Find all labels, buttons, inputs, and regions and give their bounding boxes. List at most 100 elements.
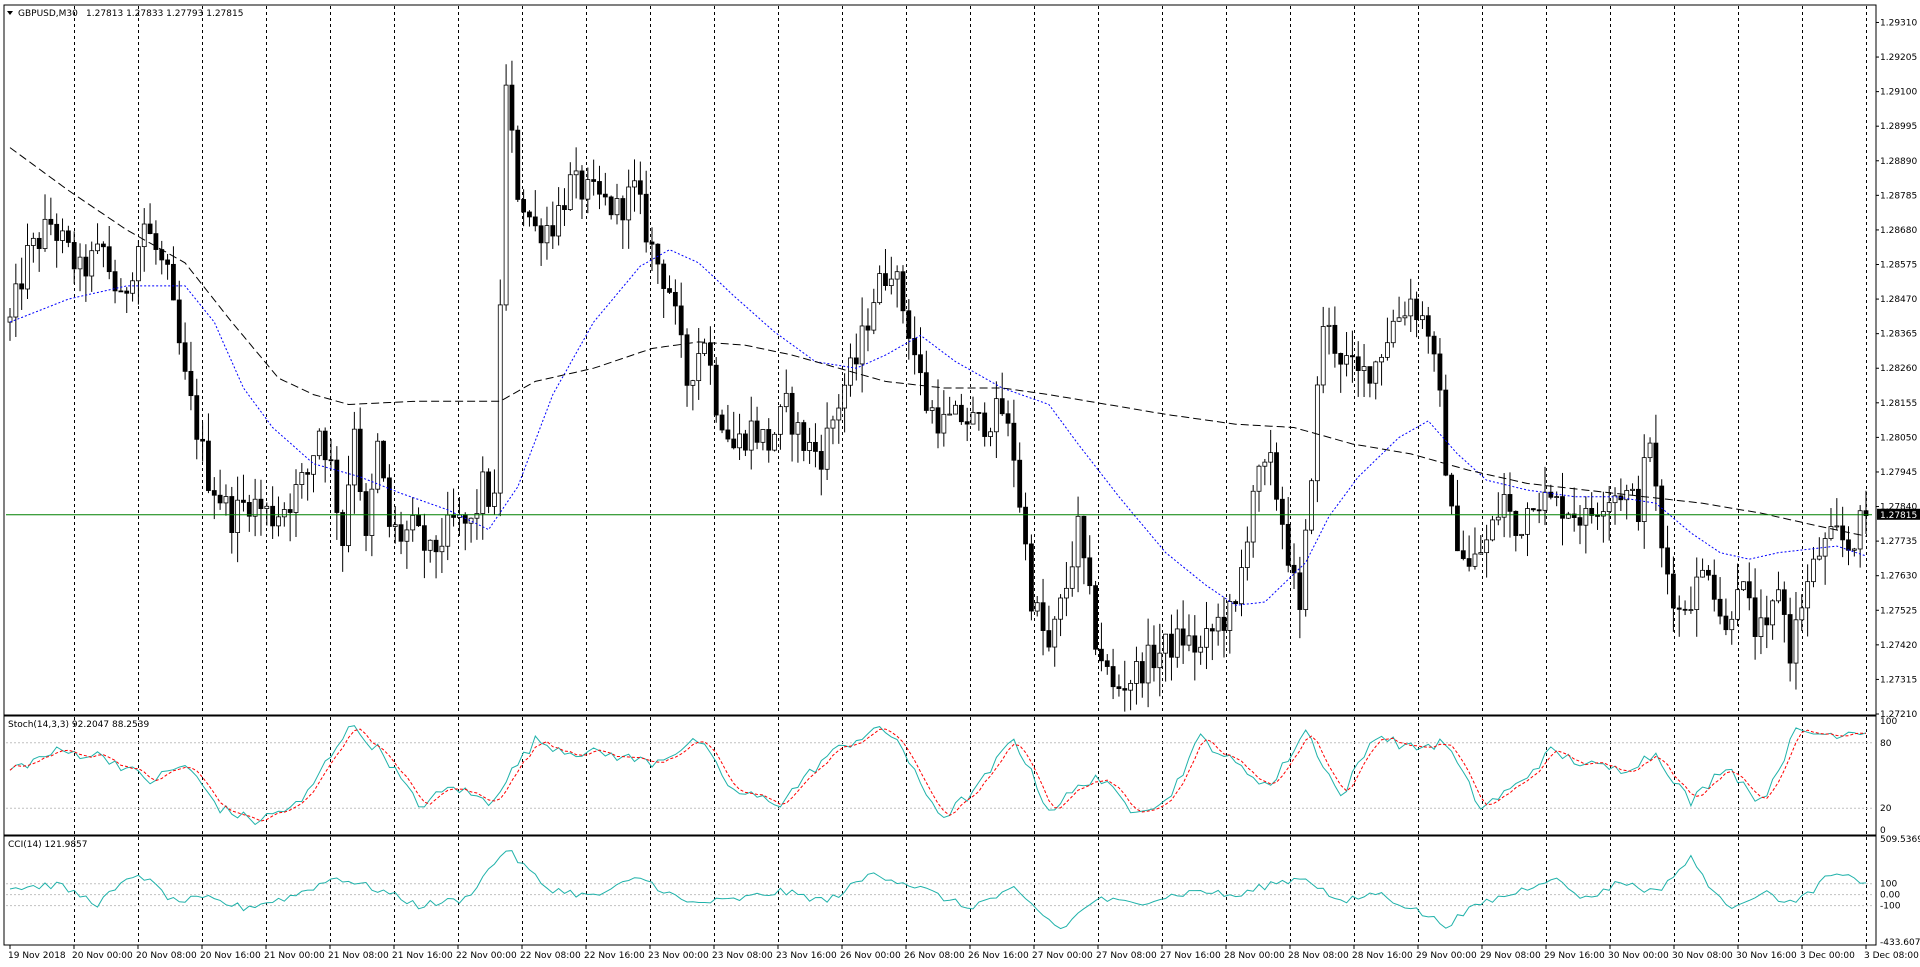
candle-body [1706,569,1711,576]
price-tick-label: 1.29205 [1880,53,1917,63]
candle-body [1507,494,1513,512]
candle-body [83,256,89,277]
candle-body [30,237,36,246]
time-tick-label: 27 Nov 00:00 [1032,951,1093,961]
ma-slow-line [9,147,1867,537]
candle-body [293,484,299,513]
candle-body [1805,581,1811,609]
candle-body [1279,498,1285,525]
time-tick-label: 26 Nov 08:00 [904,951,965,961]
candle-body [106,246,112,273]
candle-body [1758,617,1764,637]
candle-body [188,370,194,397]
candle-body [532,216,538,227]
candle-body [1209,628,1215,632]
candle-body [1373,361,1379,384]
candle-body [935,407,941,434]
candle-body [1361,366,1367,371]
candle-body [1799,607,1805,621]
candle-body [1274,452,1279,500]
candle-body [1011,422,1017,461]
candle-body [766,429,772,451]
price-tick-label: 1.27210 [1880,710,1917,720]
candle-body [1466,558,1472,567]
candle-body [579,170,585,200]
price-tick-label: 1.28470 [1880,295,1917,305]
candle-body [305,472,311,475]
candle-body [626,186,632,221]
candle-body [877,273,883,304]
candle-body [912,337,918,356]
candle-body [1530,508,1536,511]
candle-body [608,196,614,216]
candle-body [281,509,287,518]
candle-body [1478,552,1484,555]
candle-body [1134,661,1139,684]
candle-body [1116,686,1122,689]
candle-body [1344,355,1349,365]
price-tick-label: 1.28995 [1880,122,1917,132]
time-tick-label: 22 Nov 00:00 [456,951,517,961]
candle-body [1402,315,1408,319]
candle-body [65,230,71,243]
candle-body [1828,526,1834,539]
candle-body [1536,509,1542,512]
moving-average-lines [9,147,1867,606]
time-tick-label: 30 Nov 08:00 [1672,951,1733,961]
price-tick-label: 1.29310 [1880,18,1917,28]
candle-body [772,433,777,451]
candle-body [1484,539,1490,554]
candle-body [1367,366,1373,384]
candle-body [1764,617,1770,626]
candlestick-series [7,60,1869,712]
candle-body [789,392,795,435]
candle-body [1811,558,1816,583]
candle-body [637,180,643,195]
candle-body [1075,515,1081,568]
candle-body [1741,581,1746,591]
stoch-signal-line [9,728,1867,822]
candle-body [147,223,153,235]
candle-body [964,421,970,425]
ohlc-readout: 1.27813 1.27833 1.27793 1.27815 [86,9,243,19]
candle-body [1157,652,1163,669]
candle-body [375,440,381,490]
candle-body [48,218,54,225]
candle-body [1746,581,1752,599]
time-tick-label: 19 Nov 2018 [8,951,66,961]
price-tick-label: 1.28785 [1880,191,1917,201]
dropdown-triangle-icon[interactable] [7,11,13,15]
candle-body [118,290,124,293]
candle-body [392,524,398,527]
candle-body [801,422,807,451]
candle-body [672,291,678,307]
candle-body [95,243,100,252]
candle-body [760,429,766,443]
candle-body [1723,615,1729,631]
candle-body [252,498,258,517]
candle-body [1863,510,1869,517]
time-tick-label: 28 Nov 00:00 [1224,951,1285,961]
time-tick-label: 28 Nov 08:00 [1288,951,1349,961]
candle-body [322,430,328,461]
symbol-label: GBPUSD,M30 [18,9,78,19]
candle-body [1285,523,1291,566]
candle-body [515,129,521,200]
candle-body [807,441,812,451]
time-tick-label: 21 Nov 08:00 [328,951,389,961]
candle-body [1565,513,1571,519]
candle-body [591,179,597,182]
time-tick-label: 20 Nov 16:00 [200,951,261,961]
candle-body [427,539,433,551]
candle-body [1332,324,1338,354]
candle-body [725,429,731,440]
candle-body [1630,488,1635,491]
time-tick-label: 22 Nov 16:00 [584,951,645,961]
price-tick-label: 1.27525 [1880,606,1917,616]
candle-body [550,225,556,237]
candle-body [1443,389,1449,476]
candle-body [369,488,375,536]
candle-body [923,372,929,411]
